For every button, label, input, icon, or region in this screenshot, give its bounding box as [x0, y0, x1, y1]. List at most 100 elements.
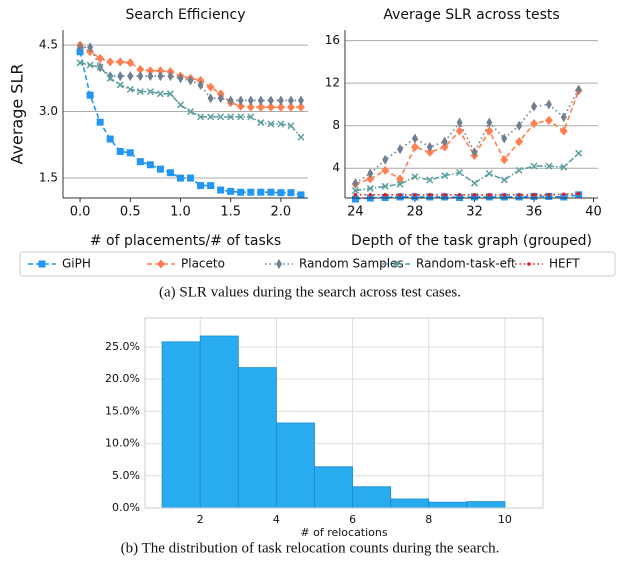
marker — [544, 115, 553, 125]
marker — [276, 102, 285, 112]
y-tick-label: 0.0% — [112, 501, 140, 514]
x-tick-label: 32 — [466, 205, 483, 220]
x-tick-label: 1.5 — [220, 205, 241, 220]
series-line — [355, 192, 579, 196]
marker — [136, 88, 144, 96]
marker — [77, 42, 84, 53]
marker — [351, 187, 359, 195]
marker — [237, 113, 245, 121]
marker — [471, 147, 478, 158]
y-tick-label: 8 — [332, 118, 340, 132]
marker — [561, 192, 566, 197]
marker — [560, 193, 568, 201]
x-tick-label: 36 — [526, 205, 543, 220]
marker — [441, 136, 448, 147]
marker — [381, 193, 389, 201]
marker — [366, 174, 375, 184]
y-tick-label: 20.0% — [105, 372, 140, 385]
y-tick-label: 12 — [325, 76, 340, 90]
marker — [455, 126, 464, 136]
marker — [426, 193, 434, 201]
marker — [106, 57, 115, 67]
marker — [38, 260, 46, 268]
marker — [136, 158, 144, 166]
marker — [217, 93, 224, 104]
marker — [146, 88, 154, 96]
marker — [187, 75, 194, 86]
series-line — [355, 90, 580, 185]
marker — [256, 102, 265, 112]
marker — [487, 193, 492, 197]
marker — [177, 73, 184, 84]
marker — [86, 61, 94, 69]
marker — [530, 162, 538, 170]
marker — [186, 108, 195, 116]
marker — [276, 259, 282, 269]
legend-label: Placeto — [181, 257, 225, 271]
marker — [126, 58, 135, 68]
marker — [517, 193, 521, 197]
series-line — [355, 152, 580, 192]
marker — [457, 193, 462, 197]
marker — [559, 126, 568, 136]
marker — [197, 79, 204, 90]
marker — [367, 168, 374, 179]
marker — [96, 118, 104, 126]
marker — [187, 174, 195, 182]
x-tick-label: 1.0 — [170, 205, 191, 220]
marker — [157, 71, 164, 82]
marker — [96, 53, 105, 63]
marker — [501, 133, 508, 144]
marker — [247, 188, 255, 196]
bar — [466, 501, 506, 509]
marker — [515, 166, 523, 174]
marker — [287, 189, 295, 197]
series-line — [354, 89, 580, 184]
y-tick-label: 4.5 — [39, 38, 58, 52]
marker — [502, 193, 507, 197]
marker — [246, 102, 255, 112]
marker — [106, 135, 114, 143]
marker — [96, 63, 104, 71]
y-tick-label: 15.0% — [105, 404, 140, 417]
bar — [428, 501, 468, 509]
series-line — [79, 62, 302, 138]
legend-label: Random Samples — [299, 257, 404, 271]
marker — [236, 101, 245, 111]
marker — [547, 193, 551, 197]
chart-title: Search Efficiency — [126, 7, 246, 23]
bar — [314, 466, 353, 509]
x-tick-label: 2 — [197, 513, 204, 526]
marker — [353, 193, 358, 197]
marker — [227, 187, 235, 195]
marker — [207, 93, 214, 104]
bar — [161, 341, 201, 509]
y-tick-label: 10.0% — [105, 437, 140, 450]
marker — [368, 193, 373, 197]
marker — [166, 169, 174, 177]
marker — [147, 71, 154, 82]
x-tick-label: 10 — [498, 513, 512, 526]
marker — [277, 120, 285, 128]
marker — [441, 193, 449, 201]
marker — [411, 173, 419, 181]
marker — [396, 174, 405, 184]
y-tick-label: 16 — [325, 33, 340, 47]
legend-label: HEFT — [549, 257, 580, 271]
marker — [352, 178, 359, 189]
series-line — [79, 51, 302, 196]
marker — [126, 149, 134, 157]
marker — [527, 262, 531, 266]
y-tick-label: 5.0% — [112, 469, 140, 482]
x-axis-label: # of relocations — [300, 526, 388, 539]
marker — [116, 81, 124, 89]
marker — [86, 91, 94, 99]
marker — [426, 141, 433, 152]
x-tick-label: 8 — [425, 513, 432, 526]
marker — [257, 119, 265, 127]
marker — [217, 113, 225, 121]
marker — [146, 161, 154, 169]
marker — [532, 193, 536, 197]
marker — [227, 95, 234, 106]
marker — [392, 260, 400, 268]
